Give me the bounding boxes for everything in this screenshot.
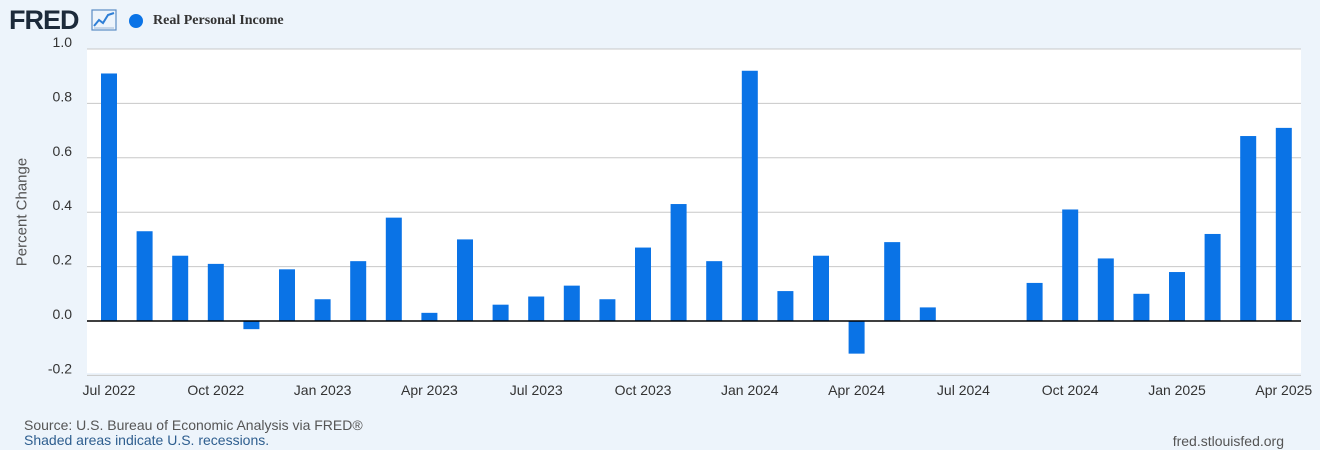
bar-2025-03[interactable]: [1240, 136, 1257, 321]
bar-2025-02[interactable]: [1204, 233, 1221, 321]
plot-area: [87, 49, 1301, 373]
bar-2024-12[interactable]: [1133, 293, 1150, 321]
bar-2023-10[interactable]: [635, 247, 651, 321]
fred-logo[interactable]: FRED: [9, 5, 79, 35]
x-tick-label: Oct 2022: [187, 382, 244, 398]
x-tick-label: Oct 2023: [615, 382, 672, 398]
bar-2025-04[interactable]: [1275, 127, 1292, 321]
y-tick-label: 0.4: [53, 197, 73, 213]
bar-2023-04[interactable]: [421, 312, 438, 321]
legend-marker: [129, 14, 143, 28]
bar-2022-10[interactable]: [207, 263, 224, 321]
footer-source: Source: U.S. Bureau of Economic Analysis…: [24, 418, 363, 448]
x-tick-label: Jan 2023: [294, 382, 352, 398]
y-tick-label: 0.2: [53, 252, 73, 268]
bar-2022-07[interactable]: [101, 73, 117, 321]
bar-2024-02[interactable]: [777, 291, 794, 321]
bar-2024-05[interactable]: [884, 242, 901, 321]
x-tick-label: Jul 2024: [937, 382, 990, 398]
x-tick-label: Jan 2025: [1148, 382, 1206, 398]
bar-2024-01[interactable]: [741, 70, 758, 321]
bar-2024-11[interactable]: [1097, 258, 1114, 321]
source-text: Source: U.S. Bureau of Economic Analysis…: [24, 417, 363, 433]
recession-note[interactable]: Shaded areas indicate U.S. recessions.: [24, 432, 270, 448]
y-tick-label: 1.0: [53, 34, 73, 50]
x-tick-label: Jan 2024: [721, 382, 779, 398]
y-tick-label: -0.2: [48, 360, 72, 376]
y-tick-label: 0.6: [53, 143, 73, 159]
bar-2023-09[interactable]: [599, 299, 616, 321]
legend-label[interactable]: Real Personal Income: [153, 13, 284, 28]
x-tick-labels: Jul 2022 Oct 2022 Jan 2023 Apr 2023 Jul 2023…: [83, 382, 1313, 398]
y-tick-label: 0.0: [53, 306, 73, 322]
bar-2022-11[interactable]: [243, 321, 260, 330]
y-tick-labels: 1.0 0.8 0.6 0.4 0.2 0.0 -0.2: [48, 34, 72, 376]
bars: [101, 70, 1292, 354]
bar-2023-11[interactable]: [670, 204, 687, 321]
x-tick-label: Apr 2025: [1255, 382, 1312, 398]
bar-2022-08[interactable]: [136, 231, 153, 321]
x-tick-label: Apr 2024: [828, 382, 885, 398]
bar-2024-10[interactable]: [1062, 209, 1079, 321]
bar-2022-09[interactable]: [172, 255, 189, 321]
x-tick-label: Apr 2023: [401, 382, 458, 398]
site-url[interactable]: fred.stlouisfed.org: [1172, 433, 1284, 449]
bar-2023-08[interactable]: [563, 285, 580, 321]
x-tick-label: Jul 2023: [510, 382, 563, 398]
bar-2023-01[interactable]: [314, 299, 331, 321]
bar-2023-06[interactable]: [492, 304, 509, 321]
bar-2023-07[interactable]: [528, 296, 545, 321]
bar-2024-04[interactable]: [848, 321, 865, 354]
x-tick-label: Jul 2022: [83, 382, 136, 398]
bar-2024-03[interactable]: [813, 255, 829, 321]
bar-2023-12[interactable]: [706, 261, 723, 321]
bar-2023-02[interactable]: [350, 261, 367, 321]
chart-header: FRED Real Personal Income: [0, 0, 1320, 40]
bar-2023-05[interactable]: [457, 239, 473, 321]
bar-2023-03[interactable]: [385, 217, 402, 321]
bar-2022-12[interactable]: [279, 269, 295, 321]
bar-2024-09[interactable]: [1026, 282, 1043, 321]
line-chart-icon: [91, 9, 117, 31]
y-tick-label: 0.8: [53, 88, 73, 104]
x-tick-label: Oct 2024: [1042, 382, 1099, 398]
grid-lines: [87, 48, 1301, 376]
bar-2025-01[interactable]: [1169, 272, 1185, 321]
bar-2024-06[interactable]: [919, 307, 936, 321]
